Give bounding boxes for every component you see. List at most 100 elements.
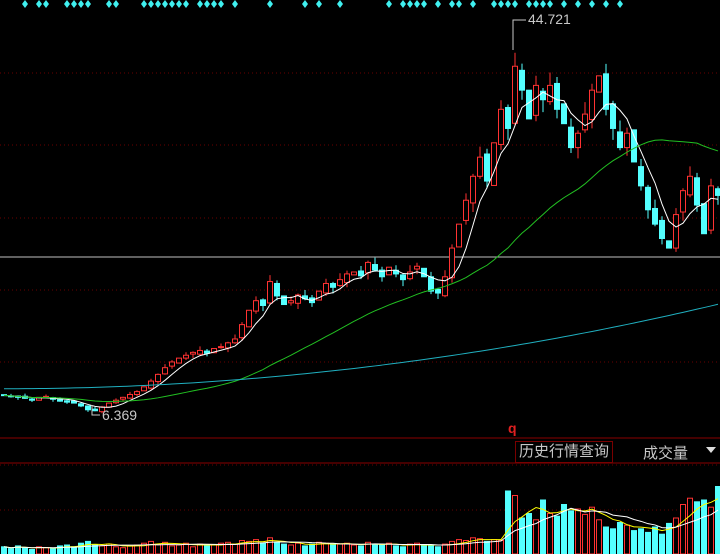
volume-bar xyxy=(71,546,77,554)
signal-marker xyxy=(470,0,476,8)
volume-bar xyxy=(596,519,602,554)
signal-marker xyxy=(113,0,119,8)
volume-bar xyxy=(680,504,686,554)
signal-marker xyxy=(435,0,441,8)
history-query-button[interactable]: 历史行情查询 xyxy=(515,441,613,463)
volume-bar xyxy=(526,513,532,554)
candle-body xyxy=(246,309,252,328)
candle-body xyxy=(323,282,329,294)
candle-body xyxy=(372,264,378,271)
candle-body xyxy=(267,281,273,304)
volume-bar xyxy=(442,543,448,554)
candle-body xyxy=(638,166,644,187)
volume-bar xyxy=(127,545,133,554)
volume-bar xyxy=(22,547,28,554)
signal-marker xyxy=(22,0,28,8)
volume-bar xyxy=(344,542,350,554)
volume-bar xyxy=(309,543,315,554)
candle-body xyxy=(645,186,651,211)
volume-bar xyxy=(463,540,469,554)
candle-body xyxy=(204,350,210,354)
candle-body xyxy=(526,89,532,120)
signal-marker xyxy=(589,0,595,8)
volume-bar xyxy=(379,544,385,554)
candle-body xyxy=(141,386,147,392)
volume-bar xyxy=(155,543,161,554)
candle-body xyxy=(659,219,665,239)
signal-marker xyxy=(36,0,42,8)
candle-body xyxy=(435,288,441,294)
volume-bar xyxy=(589,506,595,554)
signal-marker xyxy=(85,0,91,8)
candle-body xyxy=(540,90,546,101)
candle-body xyxy=(680,190,686,213)
candle-body xyxy=(470,175,476,204)
volume-bar xyxy=(666,522,672,554)
volume-bar xyxy=(183,542,189,554)
candle-body xyxy=(463,199,469,221)
volume-bar xyxy=(15,545,21,554)
volume-bar xyxy=(519,517,525,554)
candle-body xyxy=(603,73,609,110)
volume-bar xyxy=(288,544,294,554)
volume-bar xyxy=(302,545,308,554)
volume-indicator-name[interactable]: 成交量 xyxy=(643,445,689,462)
volume-bar xyxy=(617,522,623,554)
volume-bar xyxy=(281,543,287,554)
signal-marker xyxy=(169,0,175,8)
signal-marker xyxy=(456,0,462,8)
candle-body xyxy=(547,84,553,103)
volume-bar xyxy=(603,526,609,554)
volume-bar xyxy=(43,547,49,554)
candle-body xyxy=(533,84,539,116)
volume-bar xyxy=(456,539,462,554)
volume-bar xyxy=(295,542,301,554)
volume-bar xyxy=(575,508,581,554)
volume-bar xyxy=(85,540,91,554)
dropdown-arrow-icon[interactable] xyxy=(706,447,716,453)
candle-body xyxy=(589,89,595,120)
volume-bar xyxy=(218,542,224,554)
candle-body xyxy=(568,126,574,149)
candle-body xyxy=(330,282,336,288)
candle-body xyxy=(71,400,77,404)
candle-body xyxy=(253,300,259,312)
candle-body xyxy=(617,131,623,149)
volume-bar xyxy=(197,543,203,554)
signal-marker xyxy=(155,0,161,8)
candle-body xyxy=(421,267,427,278)
candle-body xyxy=(652,207,658,225)
volume-bar xyxy=(393,545,399,554)
candle-body xyxy=(57,399,63,402)
volume-bar xyxy=(372,543,378,554)
candle-body xyxy=(78,403,84,407)
candle-body xyxy=(351,271,357,276)
volume-bar xyxy=(323,542,329,554)
signal-marker xyxy=(71,0,77,8)
candle-body xyxy=(575,132,581,149)
signal-marker xyxy=(512,0,518,8)
volume-bar xyxy=(29,549,35,554)
volume-bar xyxy=(92,544,98,554)
volume-bar xyxy=(64,544,70,554)
candle-body xyxy=(190,351,196,355)
candle-body xyxy=(687,175,693,196)
candle-body xyxy=(400,274,406,281)
signal-marker xyxy=(64,0,70,8)
volume-bar xyxy=(330,544,336,554)
candle-body xyxy=(162,367,168,375)
signal-marker xyxy=(176,0,182,8)
candle-body xyxy=(337,279,343,286)
signal-marker xyxy=(533,0,539,8)
volume-bar xyxy=(260,542,266,554)
max-price-label: 44.721 xyxy=(528,11,571,27)
candle-body xyxy=(554,82,560,110)
volume-bar xyxy=(701,499,707,554)
volume-bar xyxy=(274,541,280,554)
volume-bar xyxy=(204,545,210,554)
candle-body xyxy=(701,203,707,235)
candle-body xyxy=(631,129,637,163)
candle-body xyxy=(414,265,420,270)
volume-bar xyxy=(631,530,637,554)
volume-bar xyxy=(358,545,364,554)
